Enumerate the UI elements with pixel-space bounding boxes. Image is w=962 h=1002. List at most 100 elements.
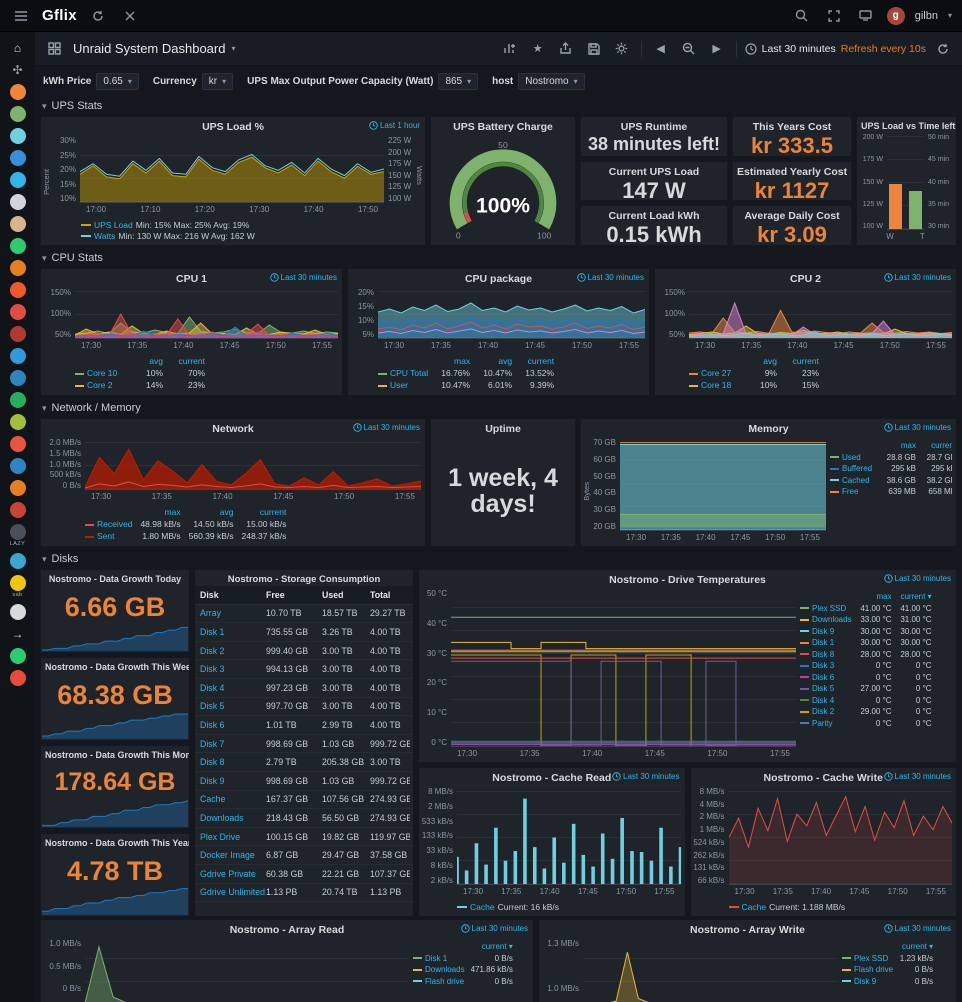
- panel-title[interactable]: Nostromo - Data Growth This Year: [45, 838, 189, 848]
- legend-sort-header[interactable]: current: [527, 356, 555, 366]
- chart-area[interactable]: [80, 136, 384, 203]
- legend-sort-header[interactable]: max: [164, 507, 181, 517]
- settings-gear-icon[interactable]: ✣: [12, 63, 23, 77]
- app-icon-leaf[interactable]: [9, 414, 26, 430]
- variable-host[interactable]: host Nostromo ▾: [492, 72, 585, 90]
- app-icon-search[interactable]: [9, 172, 26, 188]
- zoom-out-icon[interactable]: [678, 38, 700, 60]
- app-icon-sab[interactable]: sab: [9, 575, 26, 598]
- table-row[interactable]: Gdrive Unlimited 1.13 PB 20.74 TB 1.13 PB: [195, 884, 413, 903]
- panel-title[interactable]: Nostromo - Data Growth Today: [48, 574, 182, 584]
- search-icon[interactable]: [791, 5, 813, 27]
- table-row[interactable]: Disk 9 998.69 GB 1.03 GB 999.72 GB: [195, 772, 413, 791]
- legend-series[interactable]: Flash drive: [413, 976, 465, 988]
- cycle-view-icon[interactable]: [87, 5, 109, 27]
- legend-series[interactable]: Core 18: [689, 379, 735, 391]
- legend-series[interactable]: Disk 2: [800, 706, 852, 718]
- legend-series[interactable]: Cached: [830, 475, 876, 487]
- bar-chart[interactable]: [887, 134, 924, 230]
- legend-sort-header[interactable]: avg: [763, 356, 777, 366]
- app-icon-ring[interactable]: [9, 238, 26, 254]
- app-icon-github[interactable]: [9, 648, 26, 664]
- time-range-badge[interactable]: Last 30 minutes: [269, 273, 337, 282]
- panel-title[interactable]: Nostromo - Data Growth This Month: [45, 750, 189, 760]
- legend-item[interactable]: Watts Min: 130 W Max: 216 W Avg: 162 W: [81, 231, 419, 241]
- table-row[interactable]: Disk 3 994.13 GB 3.00 TB 4.00 TB: [195, 660, 413, 679]
- legend-series[interactable]: Received: [85, 518, 132, 530]
- chart-area[interactable]: [378, 288, 645, 339]
- time-range-picker[interactable]: Last 30 minutes Refresh every 10s: [745, 43, 926, 55]
- variable-ups-capacity[interactable]: UPS Max Output Power Capacity (Watt) 865…: [247, 72, 479, 90]
- legend-series[interactable]: Used: [830, 452, 876, 464]
- panel-title[interactable]: Nostromo - Cache Write: [763, 772, 883, 784]
- app-icon-cube[interactable]: [9, 106, 26, 122]
- table-row[interactable]: Disk 6 1.01 TB 2.99 TB 4.00 TB: [195, 716, 413, 735]
- variable-kwh-price[interactable]: kWh Price 0.65 ▾: [43, 72, 139, 90]
- legend-series[interactable]: Disk 8: [800, 649, 852, 661]
- panel-title[interactable]: Current UPS Load: [608, 165, 700, 178]
- legend-sort-header[interactable]: current ▾: [900, 592, 932, 601]
- panel-title[interactable]: Uptime: [485, 423, 521, 435]
- app-icon-drip[interactable]: [9, 370, 26, 386]
- legend-item[interactable]: UPS Load Min: 15% Max: 25% Avg: 19%: [81, 220, 419, 230]
- legend-series[interactable]: Core 10: [75, 367, 121, 379]
- app-icon-drop[interactable]: [9, 553, 26, 569]
- panel-title[interactable]: Nostromo - Data Growth This Week: [45, 662, 189, 672]
- panel-title[interactable]: CPU 2: [790, 273, 821, 285]
- avatar[interactable]: g: [886, 6, 905, 25]
- bar-W[interactable]: [889, 184, 902, 229]
- legend-series[interactable]: Plex SSD: [800, 603, 852, 615]
- app-icon-cloud[interactable]: [9, 150, 26, 166]
- panel-title[interactable]: UPS Battery Charge: [453, 121, 553, 133]
- legend-item[interactable]: Cache Current: 16 kB/s: [457, 902, 679, 912]
- table-row[interactable]: Docker Image 6.87 GB 29.47 GB 37.58 GB: [195, 846, 413, 865]
- settings-gear-icon[interactable]: [611, 38, 633, 60]
- app-icon-eye[interactable]: [9, 348, 26, 364]
- time-range-badge[interactable]: Last 30 minutes: [883, 273, 951, 282]
- legend-item[interactable]: Cache Current: 1.188 MB/s: [728, 902, 951, 912]
- share-icon[interactable]: [555, 38, 577, 60]
- time-range-badge[interactable]: Last 30 minutes: [883, 924, 951, 933]
- panel-title[interactable]: Estimated Yearly Cost: [737, 165, 848, 178]
- chart-area[interactable]: [457, 787, 681, 885]
- legend-series[interactable]: Disk 1: [413, 953, 465, 965]
- panel-title[interactable]: UPS Runtime: [620, 121, 688, 133]
- table-row[interactable]: Downloads 218.43 GB 56.50 GB 274.93 GB: [195, 809, 413, 828]
- legend-series[interactable]: Disk 4: [800, 695, 852, 707]
- panel-title[interactable]: Average Daily Cost: [744, 210, 840, 223]
- panel-title[interactable]: CPU package: [464, 273, 533, 285]
- app-icon-circle[interactable]: [9, 392, 26, 408]
- table-row[interactable]: Disk 5 997.70 GB 3.00 TB 4.00 TB: [195, 698, 413, 717]
- gauge[interactable]: 100% 0 50 100: [431, 134, 575, 245]
- legend-series[interactable]: Disk 3: [800, 660, 852, 672]
- fullscreen-icon[interactable]: [823, 5, 845, 27]
- app-icon-flame[interactable]: [9, 282, 26, 298]
- table-row[interactable]: Disk 2 999.40 GB 3.00 TB 4.00 TB: [195, 642, 413, 661]
- dashboard-picker-icon[interactable]: [43, 38, 65, 60]
- time-range-badge[interactable]: Last 30 minutes: [352, 423, 420, 432]
- app-icon-building[interactable]: [9, 604, 26, 620]
- table-row[interactable]: Array 10.70 TB 18.57 TB 29.27 TB: [195, 605, 413, 624]
- legend-series[interactable]: User: [378, 379, 428, 391]
- chart-area[interactable]: [85, 939, 409, 1002]
- panel-title[interactable]: UPS Load vs Time left: [861, 121, 956, 131]
- panel-title[interactable]: UPS Load %: [202, 121, 264, 133]
- legend-sort-header[interactable]: current: [178, 356, 205, 366]
- refresh-icon[interactable]: [932, 38, 954, 60]
- star-icon[interactable]: ★: [532, 43, 543, 55]
- logout-icon[interactable]: →: [11, 627, 24, 641]
- panel-title[interactable]: Nostromo - Array Read: [229, 924, 345, 936]
- legend-series[interactable]: Flash drive: [842, 964, 893, 976]
- legend-series[interactable]: Parity: [800, 718, 852, 730]
- table-row[interactable]: Cache 167.37 GB 107.56 GB 274.93 GB: [195, 791, 413, 810]
- legend-sort-header[interactable]: max: [454, 356, 471, 366]
- legend-series[interactable]: CPU Total: [378, 367, 428, 379]
- app-icon-badge[interactable]: [9, 326, 26, 342]
- user-menu-caret-icon[interactable]: ▾: [947, 11, 952, 20]
- time-range-badge[interactable]: Last 30 minutes: [883, 772, 951, 781]
- panel-title[interactable]: Network: [212, 423, 254, 435]
- variable-currency[interactable]: Currency kr ▾: [153, 72, 234, 90]
- legend-series[interactable]: Disk 5: [800, 683, 852, 695]
- close-icon[interactable]: [119, 5, 141, 27]
- app-icon-shield[interactable]: [9, 304, 26, 320]
